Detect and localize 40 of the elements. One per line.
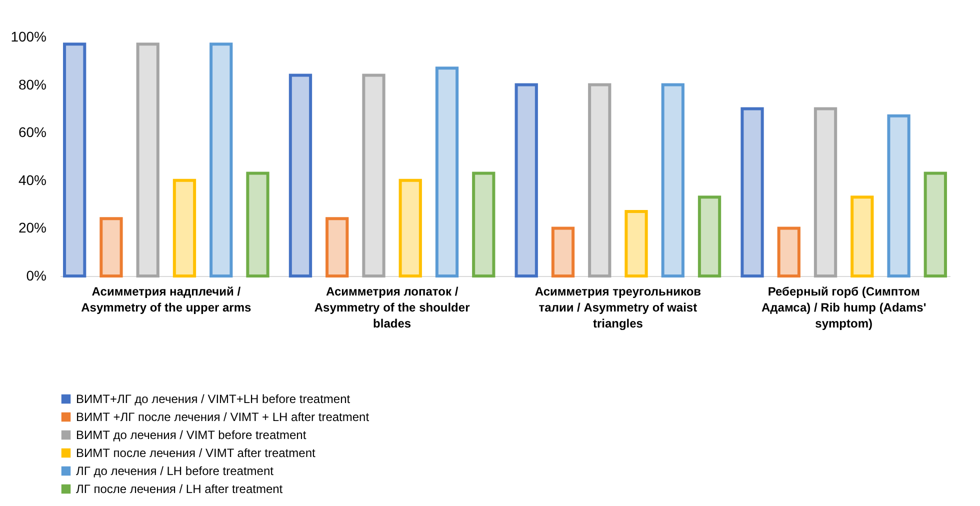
y-tick-label: 40% bbox=[18, 172, 46, 188]
bar bbox=[924, 172, 947, 278]
bar bbox=[514, 83, 538, 278]
x-tick-label: Реберный горб (Симптом Адамса) / Rib hump (Adams' symptom) bbox=[761, 284, 926, 330]
bar bbox=[362, 74, 386, 278]
legend-label: ВИМТ +ЛГ после лечения / VIMT + LH after treatment bbox=[76, 410, 370, 424]
y-tick-label: 80% bbox=[18, 76, 46, 92]
y-tick-label: 100% bbox=[10, 28, 46, 44]
bar bbox=[551, 226, 575, 278]
bar bbox=[288, 74, 312, 278]
y-tick-label: 60% bbox=[18, 124, 46, 140]
x-tick-label: Асимметрия лопаток / Asymmetry of the shoulder blades bbox=[314, 284, 470, 330]
y-tick-label: 0% bbox=[26, 268, 46, 284]
bar bbox=[661, 83, 684, 278]
bar bbox=[472, 172, 496, 278]
bar bbox=[777, 226, 800, 278]
bar bbox=[850, 196, 874, 278]
bar bbox=[136, 42, 160, 278]
bar bbox=[435, 66, 459, 278]
bar bbox=[814, 107, 838, 278]
bar bbox=[326, 217, 349, 278]
bar bbox=[398, 178, 422, 278]
legend-label: ВИМТ после лечения / VIMT after treatment bbox=[76, 446, 316, 460]
bar bbox=[100, 217, 123, 278]
x-tick-label: Асимметрия надплечий / Asymmetry of the upper arms bbox=[81, 284, 252, 314]
legend-label: ЛГ до лечения / LH before treatment bbox=[76, 464, 274, 478]
bar bbox=[887, 114, 910, 278]
bar bbox=[246, 172, 270, 278]
bar bbox=[588, 83, 612, 278]
bar bbox=[63, 42, 86, 278]
legend-label: ВИМТ до лечения / VIMT before treatment bbox=[76, 428, 307, 442]
legend-label: ВИМТ+ЛГ до лечения / VIMT+LH before treatment bbox=[76, 392, 351, 406]
bar bbox=[698, 196, 722, 278]
bar bbox=[210, 42, 233, 278]
bar bbox=[172, 178, 196, 278]
bar bbox=[624, 210, 648, 278]
legend-label: ЛГ после лечения / LH after treatment bbox=[76, 482, 284, 496]
y-tick-label: 20% bbox=[18, 220, 46, 236]
bar bbox=[740, 107, 764, 278]
x-tick-label: Асимметрия треугольников талии / Asymmetry of waist triangles bbox=[534, 284, 702, 330]
